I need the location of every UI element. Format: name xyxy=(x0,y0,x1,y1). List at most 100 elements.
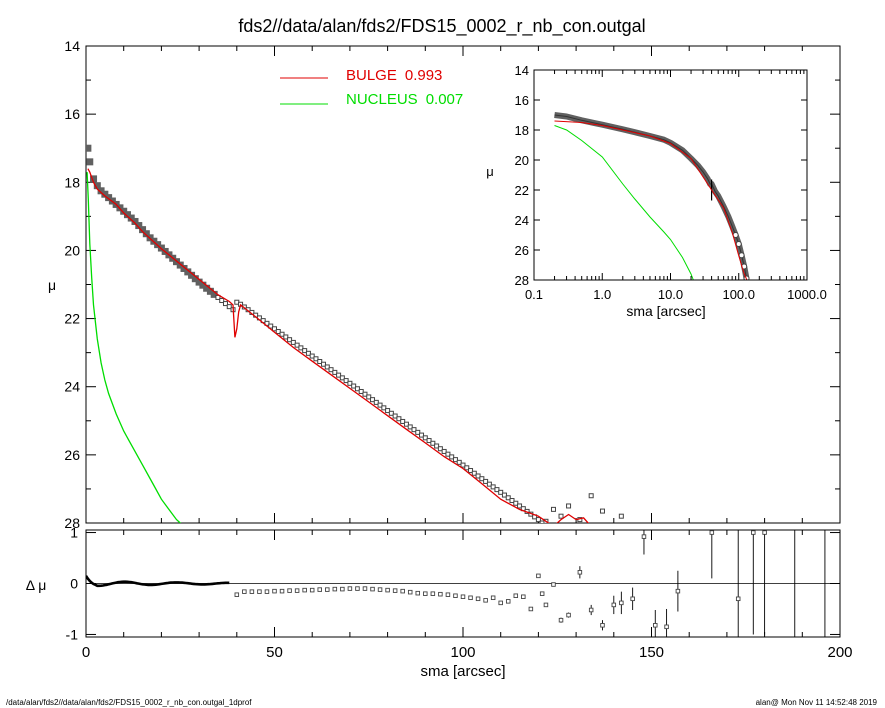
residual-point xyxy=(400,588,405,594)
data-point xyxy=(309,353,315,359)
data-point xyxy=(422,435,428,441)
data-point xyxy=(302,348,308,354)
data-point xyxy=(445,451,451,457)
inset-x-label: sma [arcsec] xyxy=(626,303,705,319)
residual-point xyxy=(566,612,571,618)
residual-point xyxy=(392,588,398,593)
residual-point xyxy=(551,582,556,587)
residual-point xyxy=(653,623,658,628)
residual-point xyxy=(430,591,436,596)
data-point xyxy=(471,470,477,476)
data-point xyxy=(400,418,406,424)
data-point xyxy=(219,298,225,304)
inset-data-line xyxy=(554,114,747,279)
residual-x-tick-label: 200 xyxy=(827,644,852,661)
residual-y-tick-label: -1 xyxy=(66,626,79,642)
legend-bulge-name: BULGE xyxy=(346,67,397,84)
inset-x-tick-label: 10.0 xyxy=(658,287,683,302)
inset-background xyxy=(529,67,809,280)
data-point xyxy=(509,498,515,504)
inset-line-nucleus xyxy=(554,125,694,280)
residual-series xyxy=(86,530,840,637)
data-point xyxy=(388,410,394,416)
data-point xyxy=(339,375,345,381)
residual-point xyxy=(340,586,345,592)
residual-point xyxy=(543,602,549,608)
inset-data-point xyxy=(735,241,742,247)
inset-y-tick-label: 14 xyxy=(515,63,529,78)
data-point xyxy=(490,484,496,490)
residual-point xyxy=(438,591,443,597)
residual-x-tick-label: 0 xyxy=(82,644,90,661)
residual-point xyxy=(468,595,473,601)
data-point xyxy=(456,459,462,465)
data-point xyxy=(324,364,330,370)
data-point xyxy=(305,350,311,356)
inset-y-tick-label: 26 xyxy=(515,243,529,258)
data-point xyxy=(377,402,383,408)
inset-series xyxy=(554,112,750,280)
residual-point xyxy=(762,530,767,535)
main-series xyxy=(86,144,624,523)
data-point xyxy=(437,446,443,452)
data-point xyxy=(505,495,511,501)
residual-point xyxy=(460,594,466,599)
main-panel: 14 16 18 20 22 24 26 28 μ BULGE 0.993 NUCLEUS 0.0… xyxy=(48,38,841,531)
data-point xyxy=(347,380,353,386)
data-point xyxy=(268,323,274,329)
main-y-tick-label: 24 xyxy=(64,379,80,395)
data-point xyxy=(498,489,504,495)
data-point xyxy=(392,413,398,419)
data-point xyxy=(599,508,605,514)
data-point xyxy=(501,492,507,498)
residual-point xyxy=(370,586,375,592)
data-point xyxy=(272,326,277,332)
residual-point xyxy=(588,607,594,613)
inset-y-tick-label: 20 xyxy=(515,153,529,168)
data-point xyxy=(321,361,327,367)
residual-point xyxy=(536,573,541,579)
data-point xyxy=(449,454,455,460)
residual-point xyxy=(287,588,292,593)
data-point xyxy=(535,517,541,523)
data-point xyxy=(460,462,466,468)
data-point xyxy=(332,369,338,375)
residual-point xyxy=(257,589,262,594)
residual-point xyxy=(751,530,756,535)
data-point xyxy=(396,416,402,422)
residual-point xyxy=(325,587,330,592)
data-point xyxy=(430,440,436,446)
residual-point xyxy=(630,596,635,602)
residual-point xyxy=(317,587,322,592)
residual-x-tick-label: 50 xyxy=(266,644,283,661)
main-y-tick-label: 20 xyxy=(64,242,80,258)
residual-point xyxy=(675,588,681,594)
residual-point xyxy=(709,530,715,535)
data-point xyxy=(513,500,519,506)
data-point xyxy=(486,481,492,487)
main-y-tick-label: 28 xyxy=(64,515,80,531)
residual-point xyxy=(453,593,458,598)
data-point xyxy=(426,438,432,444)
data-point xyxy=(468,468,474,474)
residual-x-tick-label: 100 xyxy=(450,644,475,661)
data-point xyxy=(131,217,139,225)
legend-bulge-label: BULGE 0.993 xyxy=(346,67,442,84)
residual-point xyxy=(377,587,383,592)
main-y-label: μ xyxy=(48,277,56,293)
residual-point xyxy=(347,586,353,591)
inset-y-tick-label: 24 xyxy=(515,213,529,228)
data-point xyxy=(370,397,376,403)
main-y-tick-label: 26 xyxy=(64,447,80,463)
residual-point xyxy=(611,602,617,608)
series-line-nucleus xyxy=(86,172,182,523)
residual-point xyxy=(242,589,247,594)
data-point xyxy=(317,359,323,365)
residual-point xyxy=(272,588,277,594)
residual-point xyxy=(309,587,315,593)
inset-y-tick-label: 28 xyxy=(515,273,529,288)
data-point xyxy=(494,487,500,493)
residual-point xyxy=(234,592,240,597)
